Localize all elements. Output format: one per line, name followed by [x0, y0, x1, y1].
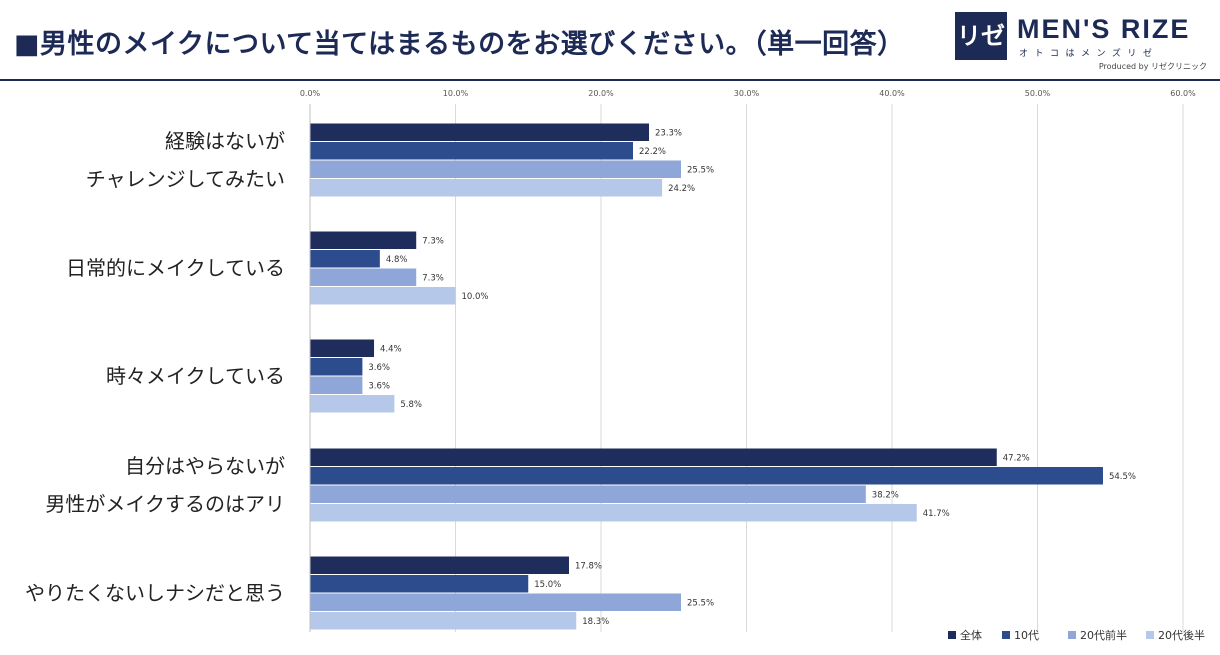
legend-swatch	[948, 631, 956, 639]
data-label: 7.3%	[422, 236, 444, 246]
x-tick-label: 60.0%	[1170, 89, 1196, 98]
logo-mark-icon: リゼ	[955, 12, 1007, 60]
bar	[310, 612, 577, 630]
bar	[310, 448, 997, 466]
bar	[310, 339, 375, 357]
x-tick-label: 50.0%	[1025, 89, 1051, 98]
category-label: 男性がメイクするのはアリ	[45, 492, 285, 516]
data-label: 3.6%	[368, 363, 390, 373]
x-tick-label: 20.0%	[588, 89, 614, 98]
data-label: 47.2%	[1003, 453, 1030, 463]
bar	[310, 593, 682, 611]
data-label: 23.3%	[655, 128, 682, 138]
data-label: 4.4%	[380, 344, 402, 354]
bar	[310, 575, 529, 593]
bar	[310, 467, 1103, 485]
category-label: 経験はないが	[165, 129, 285, 153]
legend-swatch	[1002, 631, 1010, 639]
data-label: 10.0%	[462, 292, 489, 302]
data-label: 18.3%	[582, 617, 609, 627]
data-label: 25.5%	[687, 598, 714, 608]
page-title: ■男性のメイクについて当てはまるものをお選びください。（単一回答）	[14, 29, 905, 60]
data-label: 24.2%	[668, 184, 695, 194]
bar	[310, 287, 456, 305]
legend-label: 10代	[1014, 629, 1039, 642]
legend-swatch	[1146, 631, 1154, 639]
bar	[310, 556, 569, 574]
legend-label: 20代後半	[1158, 628, 1205, 642]
logo-produced-by: Produced by リゼクリニック	[1098, 62, 1207, 71]
bar	[310, 142, 634, 160]
bar	[310, 250, 380, 268]
bar	[310, 395, 395, 413]
bar	[310, 231, 417, 249]
bar	[310, 268, 417, 286]
category-label: 自分はやらないが	[125, 454, 285, 478]
category-label: 日常的にメイクしている	[66, 256, 285, 280]
brand-logo: リゼ MEN'S RIZE オトコはメンズリゼ Produced by リゼクリ…	[955, 12, 1215, 74]
data-label: 5.8%	[400, 400, 422, 410]
header: ■男性のメイクについて当てはまるものをお選びください。（単一回答） リゼ MEN…	[0, 0, 1220, 81]
bar	[310, 179, 663, 197]
bar	[310, 376, 363, 394]
category-label: チャレンジしてみたい	[86, 167, 285, 191]
bar	[310, 485, 866, 503]
logo-subtitle: オトコはメンズリゼ	[1019, 49, 1159, 59]
x-tick-label: 0.0%	[300, 89, 321, 98]
category-label: やりたくないしナシだと思う	[25, 581, 285, 605]
data-label: 4.8%	[386, 255, 408, 265]
x-tick-label: 40.0%	[879, 89, 905, 98]
data-label: 25.5%	[687, 165, 714, 175]
data-label: 41.7%	[923, 509, 950, 519]
legend-label: 全体	[960, 628, 982, 642]
data-label: 3.6%	[368, 381, 390, 391]
data-label: 15.0%	[534, 580, 561, 590]
data-label: 38.2%	[872, 490, 899, 500]
bar	[310, 504, 917, 522]
data-label: 17.8%	[575, 561, 602, 571]
legend-swatch	[1068, 631, 1076, 639]
legend-label: 20代前半	[1080, 628, 1127, 642]
data-label: 22.2%	[639, 147, 666, 157]
data-label: 54.5%	[1109, 472, 1136, 482]
bar	[310, 160, 682, 178]
header-divider	[0, 79, 1220, 81]
category-label: 時々メイクしている	[106, 364, 285, 388]
bar	[310, 123, 650, 141]
x-tick-label: 10.0%	[443, 89, 469, 98]
data-label: 7.3%	[422, 273, 444, 283]
logo-brand-name: MEN'S RIZE	[1017, 14, 1191, 44]
bar	[310, 358, 363, 376]
x-tick-label: 30.0%	[734, 89, 760, 98]
